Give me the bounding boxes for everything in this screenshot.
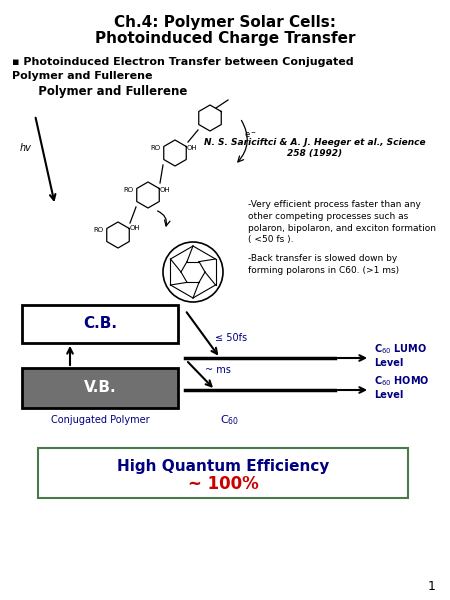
Bar [22,368,178,408]
Text: -Back transfer is slowed down by
forming polarons in C60. (>1 ms): -Back transfer is slowed down by forming… [248,254,399,275]
Text: Conjugated Polymer: Conjugated Polymer [51,415,149,425]
Text: High Quantum Efficiency: High Quantum Efficiency [117,460,329,475]
Text: Polymer and Fullerene: Polymer and Fullerene [12,71,153,81]
Text: -Very efficient process faster than any
other competing processes such as
polaro: -Very efficient process faster than any … [248,200,436,244]
Bar [38,448,408,498]
Text: ~ 100%: ~ 100% [188,475,258,493]
Text: OH: OH [130,225,140,231]
Text: ≤ 50fs: ≤ 50fs [215,333,247,343]
Text: ~ ms: ~ ms [205,365,231,375]
Text: C$_{60}$ HOMO
Level: C$_{60}$ HOMO Level [374,374,430,400]
Text: ▪ Photoinduced Electron Transfer between Conjugated: ▪ Photoinduced Electron Transfer between… [12,57,354,67]
Text: C$_{60}$: C$_{60}$ [220,413,239,427]
Text: hv: hv [20,143,32,153]
Text: C$_{60}$ LUMO
Level: C$_{60}$ LUMO Level [374,342,427,368]
Bar [22,305,178,343]
Text: C.B.: C.B. [83,317,117,331]
Text: OH: OH [160,187,170,193]
Text: N. S. Sariciftci & A. J. Heeger et al., Science
258 (1992): N. S. Sariciftci & A. J. Heeger et al., … [204,138,426,158]
Text: Photoinduced Charge Transfer: Photoinduced Charge Transfer [95,31,355,46]
Text: 1: 1 [428,580,436,593]
Text: e$^-$: e$^-$ [244,130,256,140]
Text: OH: OH [187,145,197,151]
Text: RO: RO [150,145,160,151]
Text: RO: RO [123,187,133,193]
Text: Ch.4: Polymer Solar Cells:: Ch.4: Polymer Solar Cells: [114,14,336,29]
Text: V.B.: V.B. [84,380,116,395]
Text: Polymer and Fullerene: Polymer and Fullerene [30,85,187,98]
Text: RO: RO [93,227,103,233]
